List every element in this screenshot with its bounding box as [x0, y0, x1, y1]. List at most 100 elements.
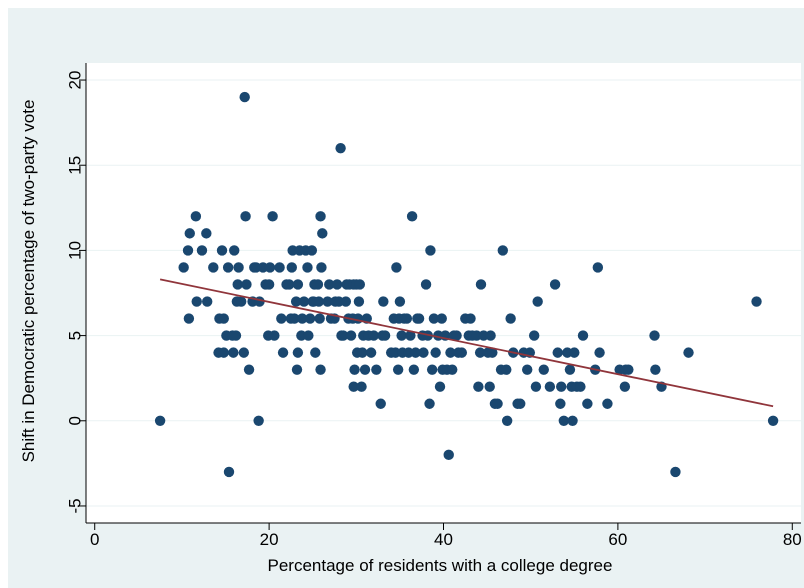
scatter-point	[298, 296, 310, 307]
scatter-point	[267, 211, 278, 222]
scatter-point	[394, 296, 406, 307]
scatter-point	[201, 228, 212, 239]
scatter-point	[349, 364, 360, 375]
scatter-point	[306, 245, 318, 256]
scatter-point	[379, 330, 391, 341]
y-tick-label: 5	[65, 331, 84, 340]
scatter-point	[392, 364, 404, 375]
scatter-point	[401, 313, 413, 324]
scatter-point	[338, 330, 349, 341]
tick-labels: 0 20 40 60 80 -5 0 5 10 15 20	[65, 71, 801, 549]
scatter-point	[420, 279, 432, 290]
scatter-point	[310, 347, 321, 358]
scatter-point	[619, 381, 631, 392]
scatter-point	[484, 381, 495, 392]
y-tick-label: 10	[65, 241, 84, 260]
scatter-point	[456, 347, 468, 358]
scatter-point	[649, 330, 660, 341]
scatter-point	[292, 279, 304, 290]
scatter-point	[767, 415, 779, 426]
scatter-point	[424, 398, 435, 409]
scatter-point	[184, 228, 195, 239]
scatter-point	[555, 398, 566, 409]
scatter-point	[391, 262, 402, 273]
scatter-point	[354, 279, 365, 290]
scatter-point	[426, 364, 438, 375]
scatter-point	[434, 381, 446, 392]
scatter-point	[564, 364, 576, 375]
scatter-point	[324, 279, 335, 290]
scatter-point	[368, 330, 379, 341]
scatter-point	[359, 364, 371, 375]
scatter-point	[528, 330, 540, 341]
scatter-point	[522, 364, 533, 375]
scatter-point	[623, 364, 634, 375]
scatter-point	[485, 330, 496, 341]
scatter-point	[218, 313, 229, 324]
scatter-point	[283, 279, 295, 290]
scatter-point	[286, 262, 297, 273]
scatter-point	[229, 245, 240, 256]
scatter-point	[223, 466, 235, 478]
scatter-point	[492, 398, 503, 409]
scatter-point	[487, 347, 498, 358]
scatter-point	[447, 364, 458, 375]
trend-line	[159, 278, 774, 408]
scatter-point	[253, 415, 264, 426]
scatter-point	[443, 449, 454, 461]
scatter-point	[317, 228, 328, 239]
scatter-point	[594, 347, 605, 358]
scatter-point	[515, 398, 526, 409]
scatter-point	[544, 381, 556, 392]
y-tick-label: 20	[65, 71, 84, 90]
scatter-point	[340, 296, 352, 307]
scatter-point	[243, 364, 255, 375]
scatter-point	[569, 347, 580, 358]
scatter-point	[410, 347, 421, 358]
x-axis-title: Percentage of residents with a college d…	[268, 556, 613, 575]
scatter-point	[316, 262, 327, 273]
x-tick-label: 80	[783, 530, 802, 549]
scatter-point	[670, 466, 681, 478]
scatter-point	[183, 313, 195, 324]
scatter-point	[230, 330, 242, 341]
scatter-point	[269, 330, 280, 341]
scatter-point	[240, 211, 251, 222]
scatter-point	[228, 347, 239, 358]
scatter-point	[549, 279, 561, 290]
scatter-point	[196, 245, 208, 256]
scatter-point	[582, 398, 593, 409]
scatter-point	[232, 279, 243, 290]
scatter-point	[291, 364, 303, 375]
scatter-point	[241, 279, 252, 290]
scatter-point	[375, 398, 386, 409]
scatter-point	[418, 347, 429, 358]
scatter-point	[335, 142, 346, 154]
scatter-point	[474, 347, 486, 358]
axes	[79, 63, 801, 530]
scatter-point	[345, 330, 357, 341]
scatter-point	[208, 262, 219, 273]
scatter-point	[357, 347, 368, 358]
scatter-point	[430, 347, 441, 358]
scatter-point	[445, 347, 456, 358]
scatter-point	[451, 330, 462, 341]
scatter-point	[331, 279, 343, 290]
scatter-point	[436, 313, 447, 324]
scatter-point	[239, 91, 250, 103]
scatter-point	[497, 245, 508, 256]
scatter-point	[465, 313, 476, 324]
scatter-point	[575, 381, 586, 392]
scatter-point	[263, 279, 275, 290]
scatter-point	[505, 313, 516, 324]
scatter-point	[222, 262, 234, 273]
scatter-point	[552, 347, 563, 358]
scatter-point	[501, 364, 512, 375]
scatter-point	[236, 296, 247, 307]
scatter-point	[428, 313, 440, 324]
scatter-point	[406, 211, 418, 222]
scatter-point	[290, 296, 302, 307]
scatter-point	[302, 262, 313, 273]
scatter-point	[378, 296, 389, 307]
scatter-point	[297, 313, 308, 324]
